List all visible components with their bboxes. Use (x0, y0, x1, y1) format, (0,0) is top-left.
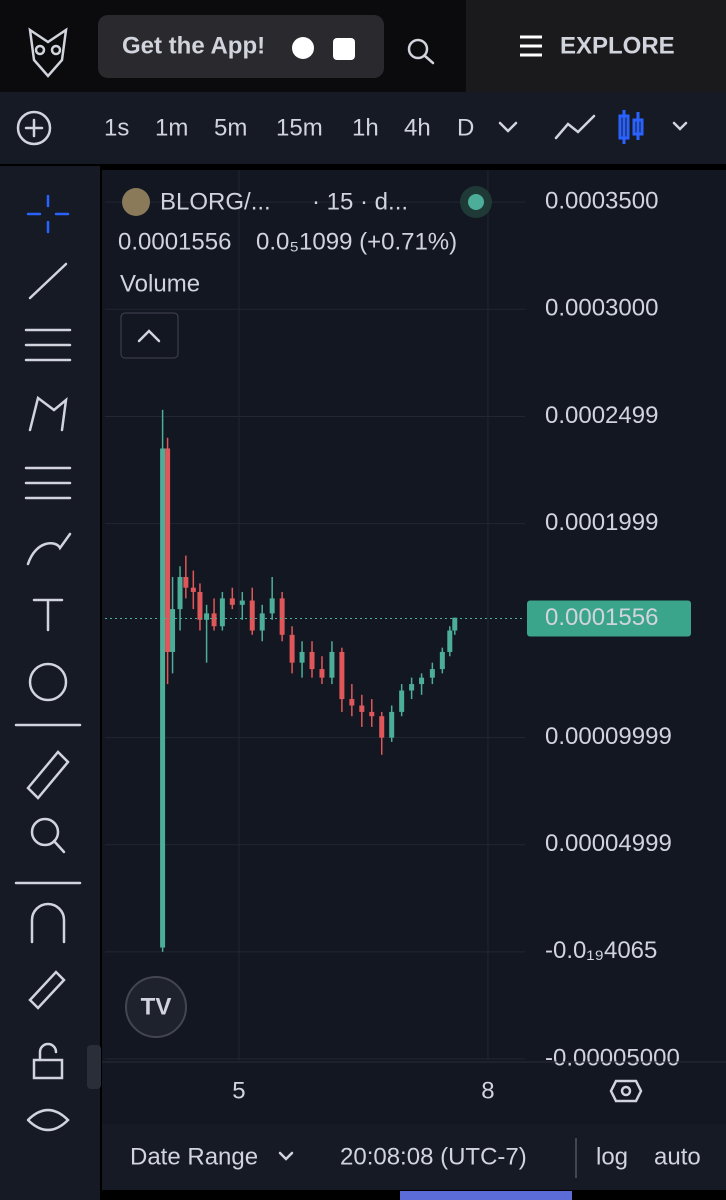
interval[interactable]: 5m (214, 114, 247, 141)
add-icon[interactable] (16, 110, 52, 146)
candle-body (359, 705, 365, 712)
collapse-arrow (137, 329, 161, 343)
candle-body (204, 613, 210, 620)
log-toggle[interactable]: log (596, 1143, 628, 1170)
y-tick-label: 0.0001999 (545, 509, 658, 536)
candle-body (409, 684, 415, 691)
x-tick-label: 8 (481, 1077, 494, 1104)
candle-body (349, 699, 355, 706)
y-tick-label: 0.00004999 (545, 830, 672, 857)
candle-body (160, 448, 166, 948)
bottom-bar (102, 1124, 726, 1190)
candle-body (239, 600, 245, 605)
y-tick-label: -0.0₁₉4065 (545, 937, 657, 964)
candle-body (289, 634, 295, 663)
candle-body (197, 591, 203, 620)
candle-body (439, 651, 445, 670)
candle-body (190, 587, 196, 592)
candle-body (399, 690, 405, 712)
date-range[interactable]: Date Range (130, 1143, 258, 1170)
candle-body (429, 669, 435, 678)
candle-body (269, 598, 275, 614)
symbol-icon (122, 188, 150, 216)
interval[interactable]: 15m (276, 114, 323, 141)
interval-dropdown[interactable] (498, 121, 518, 133)
settings-icon[interactable] (609, 1079, 643, 1103)
search-icon[interactable] (407, 38, 435, 65)
explore-text[interactable]: EXPLORE (560, 32, 675, 59)
candle-body (379, 716, 385, 738)
apple-icon (292, 37, 314, 59)
change-text: 0.0₅1099 (+0.71%) (256, 228, 457, 255)
date-range-arrow (278, 1151, 294, 1161)
get-app-text: Get the App! (122, 32, 265, 59)
candle-body (165, 448, 171, 652)
collapse-button[interactable] (120, 312, 179, 359)
interval[interactable]: D (457, 114, 474, 141)
y-tick-label: 0.00009999 (545, 723, 672, 750)
volume-label: Volume (120, 270, 200, 297)
explore-area (466, 0, 726, 92)
line-chart-icon[interactable] (554, 114, 596, 140)
y-tick-label: 0.0003500 (545, 187, 658, 214)
get-app-button[interactable] (98, 15, 384, 78)
tv-logo[interactable] (125, 976, 187, 1038)
candle-body (452, 617, 458, 631)
interval[interactable]: 1h (352, 114, 379, 141)
candle-body (219, 598, 225, 627)
interval-toolbar (0, 92, 726, 164)
candle-body (309, 651, 315, 670)
x-tick-label: 5 (232, 1077, 245, 1104)
interval[interactable]: 4h (404, 114, 431, 141)
candle-body (259, 613, 265, 631)
last-price-header: 0.0001556 (118, 228, 231, 255)
y-tick-label: 0.0003000 (545, 295, 658, 322)
last-price-box (527, 600, 691, 637)
candle-body (229, 598, 235, 605)
last-price-label: 0.0001556 (545, 604, 658, 631)
y-tick-label: -0.00005000 (545, 1044, 680, 1071)
candle-body (279, 598, 285, 635)
candle-icon[interactable] (618, 110, 644, 144)
symbol-info: · 15 · d... (312, 188, 408, 215)
candle-body (211, 613, 217, 627)
candle-body (299, 651, 305, 663)
candle-body (170, 609, 176, 652)
candle-body (339, 651, 345, 700)
symbol-name: BLORG/... (160, 188, 271, 215)
candle-body (419, 677, 425, 685)
candle-body (389, 711, 395, 738)
candle-body (329, 651, 335, 678)
candle-body (319, 669, 325, 678)
logo (28, 27, 68, 78)
interval[interactable]: 1s (104, 114, 129, 141)
menu-icon[interactable] (520, 35, 542, 57)
chart-area (102, 170, 726, 1190)
tv-logo-text: TV (141, 993, 172, 1020)
candle-body (183, 576, 189, 588)
interval[interactable]: 1m (155, 114, 188, 141)
auto-toggle[interactable]: auto (654, 1143, 701, 1170)
android-icon (333, 38, 355, 60)
candle-body (447, 630, 453, 652)
scroll-indicator (400, 1191, 572, 1200)
toolbar-toggle[interactable] (87, 1045, 101, 1089)
candle-body (177, 576, 183, 610)
status-dot (468, 194, 484, 210)
candle-body (249, 600, 255, 631)
drawing-toolbar (0, 166, 100, 1200)
style-dropdown[interactable] (672, 121, 688, 131)
clock: 20:08:08 (UTC-7) (340, 1143, 527, 1170)
y-tick-label: 0.0002499 (545, 402, 658, 429)
drawing-tools[interactable] (14, 194, 82, 1132)
candle-body (369, 711, 375, 717)
